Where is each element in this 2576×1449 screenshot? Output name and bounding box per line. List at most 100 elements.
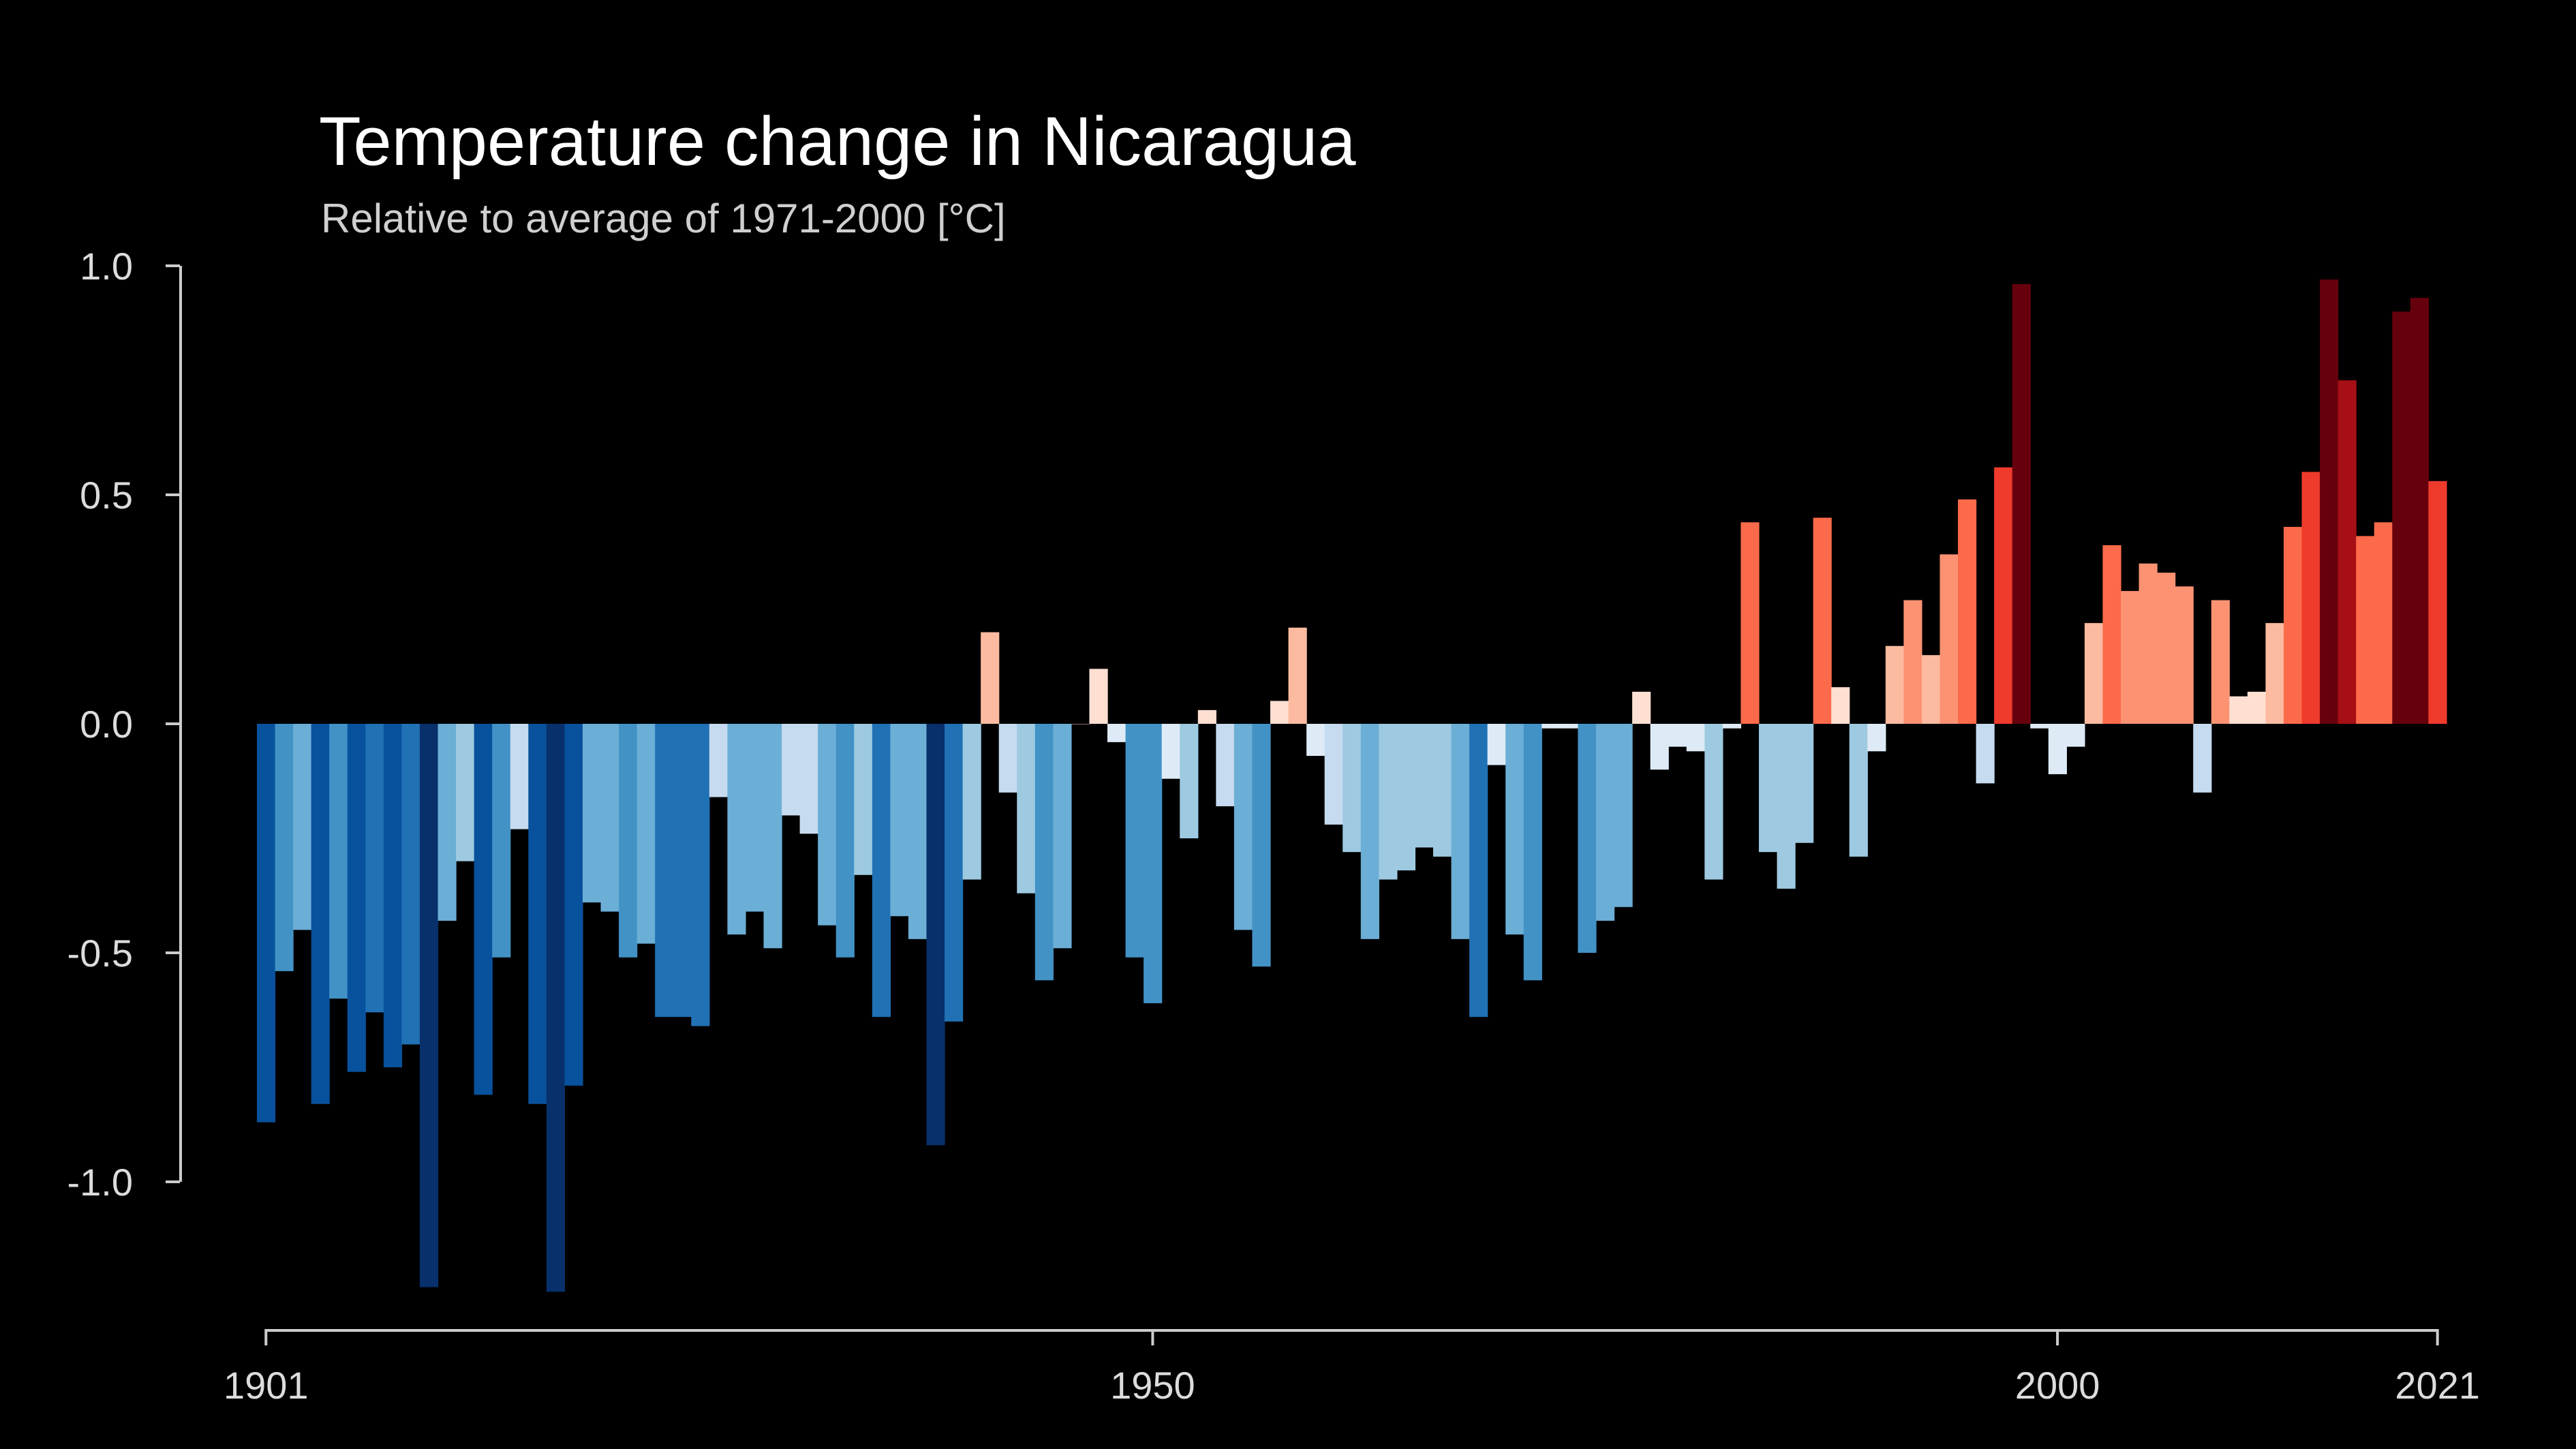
bar-2009 (2211, 600, 2230, 724)
bar-1958 (1288, 627, 1307, 724)
bar-1932 (818, 724, 837, 926)
bar-1975 (1595, 724, 1615, 921)
bar-1990 (1867, 724, 1886, 752)
bar-1988 (1831, 687, 1850, 724)
bar-1983 (1741, 522, 1760, 724)
bar-2001 (2066, 724, 2085, 747)
bar-1955 (1233, 724, 1253, 930)
chart-title: Temperature change in Nicaragua (319, 104, 1356, 180)
bar-1981 (1704, 724, 1723, 880)
bar-1960 (1324, 724, 1343, 825)
bar-1910 (419, 724, 439, 1287)
bar-1906 (347, 724, 366, 1072)
bar-1997 (1994, 467, 2013, 724)
bar-1995 (1958, 499, 1977, 724)
bar-1934 (854, 724, 873, 875)
bar-1913 (474, 724, 493, 1095)
bar-1909 (401, 724, 420, 1045)
bar-1919 (582, 724, 602, 903)
chart-subtitle: Relative to average of 1971-2000 [°C] (321, 196, 1006, 241)
bar-1973 (1559, 724, 1579, 729)
x-axis: 1901 1950 2000 2021 (224, 1329, 2480, 1407)
bar-1959 (1306, 724, 1325, 757)
y-tick-label: 0.0 (80, 703, 133, 746)
bar-1994 (1939, 554, 1959, 724)
bar-1908 (383, 724, 403, 1067)
bar-2007 (2175, 586, 2194, 724)
bar-1998 (2012, 284, 2031, 724)
bar-1930 (782, 724, 801, 816)
bar-1954 (1216, 724, 1235, 806)
bar-1963 (1379, 724, 1398, 880)
bar-1982 (1722, 724, 1741, 729)
bar-1944 (1034, 724, 1054, 981)
bar-1912 (456, 724, 475, 861)
y-tick-label: 1.0 (80, 245, 133, 288)
bar-1928 (745, 724, 765, 912)
bar-1948 (1107, 724, 1126, 742)
y-tick-label: -0.5 (67, 932, 134, 975)
bar-1980 (1686, 724, 1705, 752)
bar-1942 (998, 724, 1017, 793)
bar-1911 (438, 724, 457, 921)
bar-2003 (2102, 545, 2121, 724)
bar-1914 (492, 724, 511, 958)
bar-1916 (528, 724, 547, 1104)
bar-1953 (1197, 710, 1216, 724)
x-tick-label: 1901 (224, 1364, 309, 1407)
bar-1989 (1849, 724, 1868, 857)
bar-1938 (926, 724, 945, 1146)
bar-1972 (1542, 724, 1561, 729)
bar-1992 (1903, 600, 1922, 724)
bar-1907 (365, 724, 384, 1013)
bar-1921 (619, 724, 638, 958)
bar-1996 (1976, 724, 1995, 784)
bar-2019 (2392, 311, 2411, 724)
bar-1967 (1451, 724, 1470, 939)
bar-1961 (1343, 724, 1362, 853)
bar-1945 (1053, 724, 1072, 949)
bar-1902 (275, 724, 294, 971)
bar-2002 (2084, 623, 2104, 724)
bar-1917 (546, 724, 566, 1292)
bar-1950 (1144, 724, 1163, 1003)
bar-1915 (510, 724, 529, 829)
bar-1968 (1469, 724, 1488, 1018)
bar-1986 (1795, 724, 1814, 843)
bar-2010 (2229, 696, 2248, 724)
bar-2008 (2193, 724, 2212, 793)
bar-2018 (2374, 522, 2393, 724)
bar-1925 (691, 724, 710, 1026)
y-axis: 1.0 0.5 0.0 -0.5 -1.0 (67, 245, 182, 1204)
bar-1984 (1758, 724, 1778, 853)
bar-1947 (1089, 669, 1108, 724)
bar-1941 (981, 632, 1000, 724)
bar-1970 (1505, 724, 1524, 935)
bar-1991 (1885, 645, 1904, 724)
x-tick-label: 2000 (2015, 1364, 2100, 1407)
bar-1924 (673, 724, 692, 1018)
bar-1965 (1415, 724, 1434, 848)
y-tick-label: 0.5 (80, 474, 133, 517)
bar-1935 (872, 724, 891, 1018)
bar-2004 (2121, 591, 2140, 724)
bar-2000 (2048, 724, 2067, 774)
x-tick-label: 2021 (2395, 1364, 2480, 1407)
bar-2020 (2410, 298, 2429, 724)
bar-1977 (1632, 691, 1651, 724)
bar-1933 (835, 724, 855, 958)
bar-1978 (1650, 724, 1669, 770)
bar-1962 (1360, 724, 1379, 939)
bar-1936 (890, 724, 909, 917)
bar-1964 (1396, 724, 1416, 871)
x-tick-label: 1950 (1110, 1364, 1195, 1407)
bar-1952 (1180, 724, 1199, 838)
bar-1929 (763, 724, 782, 949)
bar-1957 (1270, 701, 1289, 724)
bar-2021 (2428, 481, 2447, 724)
bar-1985 (1777, 724, 1796, 889)
bar-1966 (1432, 724, 1452, 857)
bar-1999 (2030, 724, 2049, 729)
bar-1956 (1252, 724, 1271, 967)
